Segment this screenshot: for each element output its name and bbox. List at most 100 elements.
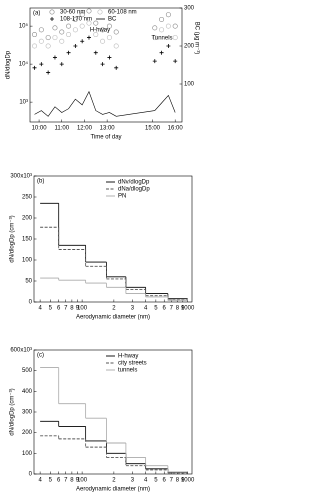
- marker: [165, 23, 171, 29]
- marker: [86, 20, 92, 26]
- x-tick-label: 5: [154, 478, 158, 484]
- x-tick-label: 4: [144, 478, 148, 484]
- x-tick-label: 15:00: [145, 126, 161, 132]
- y2-tick-label: 200: [184, 44, 195, 50]
- marker: [100, 38, 106, 44]
- x-tick-label: 3: [131, 306, 135, 312]
- marker: [93, 50, 98, 55]
- x-tick-label: 4: [144, 306, 148, 312]
- legend-label: PN: [118, 194, 126, 200]
- marker: [79, 12, 85, 18]
- legend-swatch: [50, 17, 54, 21]
- x-tick-label: 9: [181, 306, 185, 312]
- x-tick-label: 5: [49, 478, 53, 484]
- panel-label: (b): [37, 179, 44, 185]
- marker: [66, 50, 71, 55]
- x-tick-label: 4: [38, 478, 42, 484]
- y-tick-label: 0: [29, 300, 33, 306]
- legend-label: 30-60 nm: [60, 10, 85, 16]
- y-tick-label: 100: [22, 258, 33, 264]
- marker: [106, 35, 112, 41]
- x-tick-label: 2: [112, 478, 116, 484]
- marker: [73, 44, 78, 48]
- marker: [79, 23, 85, 29]
- y-tick-label: 200: [22, 216, 33, 222]
- x-tick-label: 9: [76, 478, 80, 484]
- plot-frame: [33, 349, 193, 475]
- marker: [45, 35, 51, 41]
- marker: [93, 32, 99, 38]
- x-tick-label: 12:00: [77, 126, 93, 132]
- marker: [80, 39, 85, 44]
- marker: [152, 59, 157, 64]
- legend-label: 60-108 nm: [108, 10, 137, 16]
- marker: [38, 38, 44, 44]
- marker: [39, 62, 44, 67]
- panel-label: (a): [33, 11, 40, 17]
- x-axis-title: Time of day: [90, 135, 121, 141]
- x-tick-label: 8: [70, 306, 74, 312]
- y2-tick-label: 100: [184, 82, 195, 88]
- marker: [100, 62, 105, 67]
- annotation: Tunnels: [151, 36, 172, 42]
- x-tick-label: 9: [181, 478, 185, 484]
- x-tick-label: 7: [64, 478, 68, 484]
- x-tick-label: 6: [163, 478, 167, 484]
- y-tick-label: 600x10³: [10, 348, 32, 354]
- x-tick-label: 7: [64, 306, 68, 312]
- x-tick-label: 6: [57, 478, 61, 484]
- marker: [113, 29, 119, 35]
- marker: [32, 65, 37, 70]
- marker: [52, 55, 57, 60]
- legend-swatch: [49, 9, 55, 15]
- x-tick-label: 7: [170, 306, 174, 312]
- x-tick-label: 13:00: [100, 126, 116, 132]
- marker: [46, 70, 51, 75]
- marker: [66, 23, 72, 29]
- x-tick-label: 2: [112, 306, 116, 312]
- y-tick-label: 10⁴: [19, 61, 29, 68]
- marker: [86, 35, 91, 40]
- y-tick-label: 10⁵: [19, 23, 29, 30]
- y2-tick-label: 300: [184, 6, 195, 12]
- line: [34, 90, 176, 117]
- marker: [52, 35, 58, 41]
- x-tick-label: 3: [131, 478, 135, 484]
- y-tick-label: 100: [22, 451, 33, 457]
- annotation: H-hway: [90, 28, 110, 34]
- marker: [66, 32, 72, 38]
- x-tick-label: 5: [49, 306, 53, 312]
- x-tick-label: 4: [38, 306, 42, 312]
- y-axis-title: dN/dlogDp (cm⁻³): [10, 388, 16, 435]
- panel-label: (c): [37, 353, 44, 359]
- marker: [59, 29, 65, 35]
- legend-label: 108-170 nm: [60, 17, 92, 23]
- marker: [173, 59, 178, 64]
- legend-label: dNv/dlogDp: [118, 180, 150, 186]
- marker: [114, 65, 119, 70]
- marker: [152, 35, 158, 41]
- x-tick-label: 6: [57, 306, 61, 312]
- y-axis-title: dN/dlogDp: [6, 50, 12, 79]
- x-tick-label: 16:00: [168, 126, 184, 132]
- marker: [172, 23, 178, 29]
- x-tick-label: 10:00: [32, 126, 48, 132]
- x-tick-label: 100: [77, 478, 88, 484]
- legend-label: tunnels: [118, 368, 137, 374]
- y-tick-label: 250: [22, 195, 33, 201]
- legend-label: city streets: [118, 361, 147, 367]
- marker: [166, 44, 171, 48]
- plot-frame: [33, 175, 193, 303]
- y-tick-label: 50: [25, 279, 32, 285]
- legend-label: H-hway: [118, 354, 138, 360]
- marker: [32, 32, 38, 38]
- x-tick-label: 6: [163, 306, 167, 312]
- marker: [38, 27, 44, 33]
- y-tick-label: 10³: [19, 100, 28, 106]
- marker: [159, 50, 164, 55]
- x-axis-title: Aerodynamic diameter (nm): [76, 315, 150, 321]
- marker: [165, 12, 171, 18]
- marker: [152, 25, 158, 31]
